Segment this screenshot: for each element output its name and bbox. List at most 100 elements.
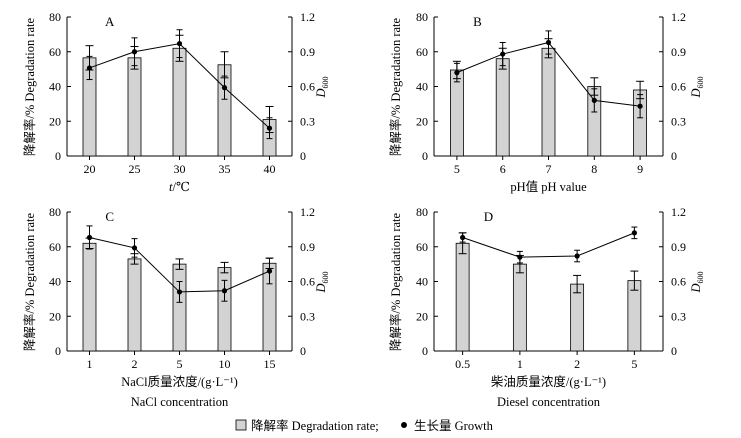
y-tick-label-left: 80 xyxy=(49,205,61,219)
bar xyxy=(127,57,142,157)
y-tick-label-right: 0 xyxy=(671,344,677,358)
y-axis-title-right-main: D xyxy=(689,283,703,293)
panel-label: B xyxy=(473,14,482,29)
y-tick-label-left: 0 xyxy=(55,344,61,358)
x-axis-title: NaCl concentration xyxy=(131,395,229,409)
y-tick-label-right: 0.9 xyxy=(671,240,686,254)
growth-point xyxy=(454,70,460,76)
growth-point xyxy=(266,268,273,274)
panel-A: 0 20 40 60 80 0 0.3 0.6 0.9 1.2 20 25 30 35 40 A 降解率/% D… xyxy=(22,10,330,194)
x-tick-label: 6 xyxy=(500,162,506,176)
y-tick-label-right: 0.3 xyxy=(300,114,315,128)
y-tick-label-left: 20 xyxy=(49,114,61,128)
growth-point xyxy=(131,49,138,55)
y-tick-label-left: 40 xyxy=(49,80,61,94)
y-axis-title-right-sub: 600 xyxy=(321,271,330,283)
legend-bar-swatch xyxy=(235,419,247,431)
bar xyxy=(172,263,187,352)
y-tick-label-left: 20 xyxy=(416,114,428,128)
x-axis-title-var: t xyxy=(169,180,173,194)
growth-point xyxy=(637,103,643,109)
y-tick-label-right: 0.9 xyxy=(300,45,315,59)
growth-point xyxy=(176,289,183,295)
legend-line-marker xyxy=(401,422,407,428)
bar xyxy=(449,69,464,157)
y-tick-label-left: 0 xyxy=(55,149,61,163)
y-tick-label-right: 0 xyxy=(300,149,306,163)
bar xyxy=(512,263,527,352)
bar xyxy=(127,258,142,352)
y-tick-label-right: 0.3 xyxy=(671,309,686,323)
y-tick-label-left: 40 xyxy=(49,275,61,289)
y-axis-title-right-sub: 600 xyxy=(696,76,705,88)
x-tick-label: 15 xyxy=(264,357,276,371)
growth-point xyxy=(131,245,138,251)
x-tick-label: 35 xyxy=(219,162,231,176)
panel-label: D xyxy=(484,209,493,224)
x-axis-title: Diesel concentration xyxy=(497,395,601,409)
y-axis-title-left: 降解率/% Degradation rate xyxy=(388,17,403,156)
panel-C: 0 20 40 60 80 0 0.3 0.6 0.9 1.2 1 2 5 10 15 C 降解率/% Degr… xyxy=(22,205,330,409)
panel-B: 0 20 40 60 80 0 0.3 0.6 0.9 1.2 5 6 7 8 9 B 降解率/% Degrad… xyxy=(388,10,705,194)
y-axis-title-right-main: D xyxy=(314,283,328,293)
y-tick-label-left: 80 xyxy=(416,205,428,219)
y-tick-label-right: 0.9 xyxy=(300,240,315,254)
growth-point xyxy=(591,97,597,103)
growth-point xyxy=(500,51,506,57)
x-tick-label: 5 xyxy=(177,357,183,371)
y-axis-title-left: 降解率/% Degradation rate xyxy=(22,17,37,156)
x-tick-label: 25 xyxy=(129,162,141,176)
y-tick-label-left: 20 xyxy=(49,309,61,323)
legend: 降解率 Degradation rate; 生长量 Growth xyxy=(235,418,494,433)
x-tick-label: 2 xyxy=(132,357,138,371)
y-tick-label-right: 0.6 xyxy=(671,275,686,289)
y-tick-label-right: 1.2 xyxy=(300,10,315,24)
y-tick-label-left: 0 xyxy=(422,149,428,163)
x-tick-label: 20 xyxy=(84,162,96,176)
y-axis-title-right: D600 xyxy=(314,271,330,293)
y-tick-label-left: 40 xyxy=(416,80,428,94)
x-tick-label: 7 xyxy=(546,162,552,176)
y-tick-label-right: 0 xyxy=(300,344,306,358)
y-tick-label-right: 1.2 xyxy=(300,205,315,219)
y-axis-title-right-sub: 600 xyxy=(321,76,330,88)
bar xyxy=(627,280,642,352)
y-axis-title-left: 降解率/% Degradation rate xyxy=(388,212,403,351)
y-tick-label-left: 60 xyxy=(49,240,61,254)
y-axis-title-right-sub: 600 xyxy=(696,271,705,283)
bar xyxy=(172,47,187,157)
x-tick-label: 1 xyxy=(517,357,523,371)
panel-label: C xyxy=(105,209,114,224)
y-tick-label-right: 0.9 xyxy=(671,45,686,59)
x-tick-label: 5 xyxy=(631,357,637,371)
x-tick-label: 2 xyxy=(574,357,580,371)
y-tick-label-left: 60 xyxy=(416,45,428,59)
y-tick-label-right: 0.6 xyxy=(300,275,315,289)
x-tick-label: 10 xyxy=(219,357,231,371)
x-tick-label: 8 xyxy=(591,162,597,176)
y-tick-label-right: 1.2 xyxy=(671,10,686,24)
panel-label: A xyxy=(105,14,115,29)
y-tick-label-right: 0 xyxy=(671,149,677,163)
growth-point xyxy=(460,234,466,241)
bar xyxy=(455,242,470,352)
x-tick-label: 5 xyxy=(454,162,460,176)
y-tick-label-left: 40 xyxy=(416,275,428,289)
y-tick-label-right: 1.2 xyxy=(671,205,686,219)
x-axis-title: pH值 pH value xyxy=(510,179,587,194)
growth-point xyxy=(86,65,93,71)
y-axis-title-right-main: D xyxy=(314,88,328,98)
legend-bar-label: 降解率 Degradation rate; xyxy=(251,418,379,433)
y-tick-label-left: 60 xyxy=(416,240,428,254)
y-axis-title-right-main: D xyxy=(689,88,703,98)
y-tick-label-left: 80 xyxy=(416,10,428,24)
y-axis-title-right: D600 xyxy=(689,76,705,98)
y-axis-title-right: D600 xyxy=(314,76,330,98)
growth-point xyxy=(631,230,637,236)
y-tick-label-right: 0.3 xyxy=(300,309,315,323)
y-tick-label-left: 60 xyxy=(49,45,61,59)
x-tick-label: 9 xyxy=(637,162,643,176)
panel-D: 0 20 40 60 80 0 0.3 0.6 0.9 1.2 0.5 1 2 5 D 降解率/% Degra… xyxy=(388,205,705,409)
